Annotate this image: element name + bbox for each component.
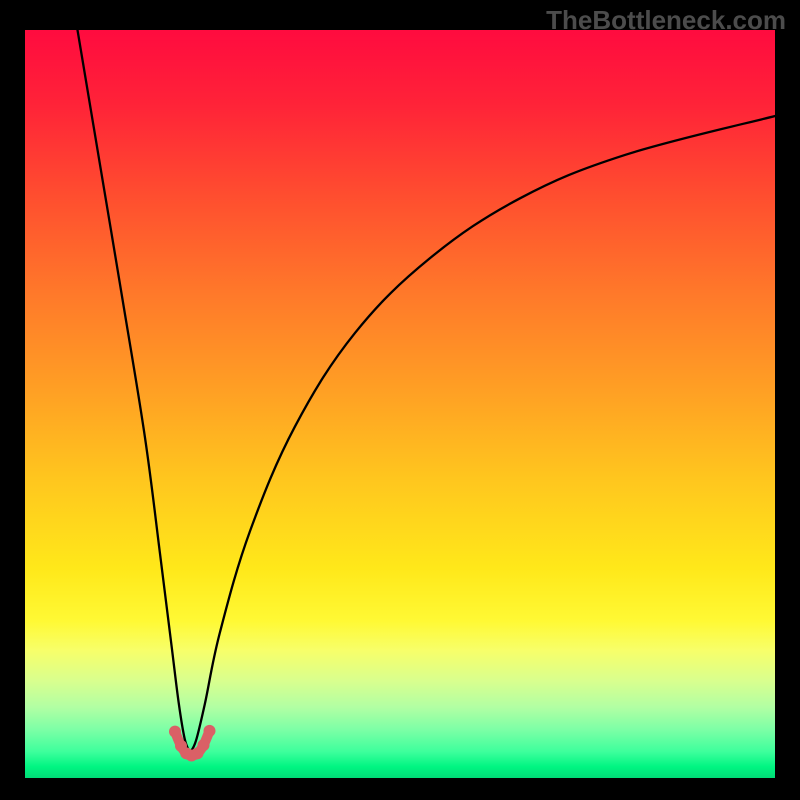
bottleneck-curve — [25, 30, 775, 778]
chart-frame — [25, 30, 775, 778]
watermark-text: TheBottleneck.com — [546, 5, 786, 36]
plot-area — [25, 30, 775, 778]
